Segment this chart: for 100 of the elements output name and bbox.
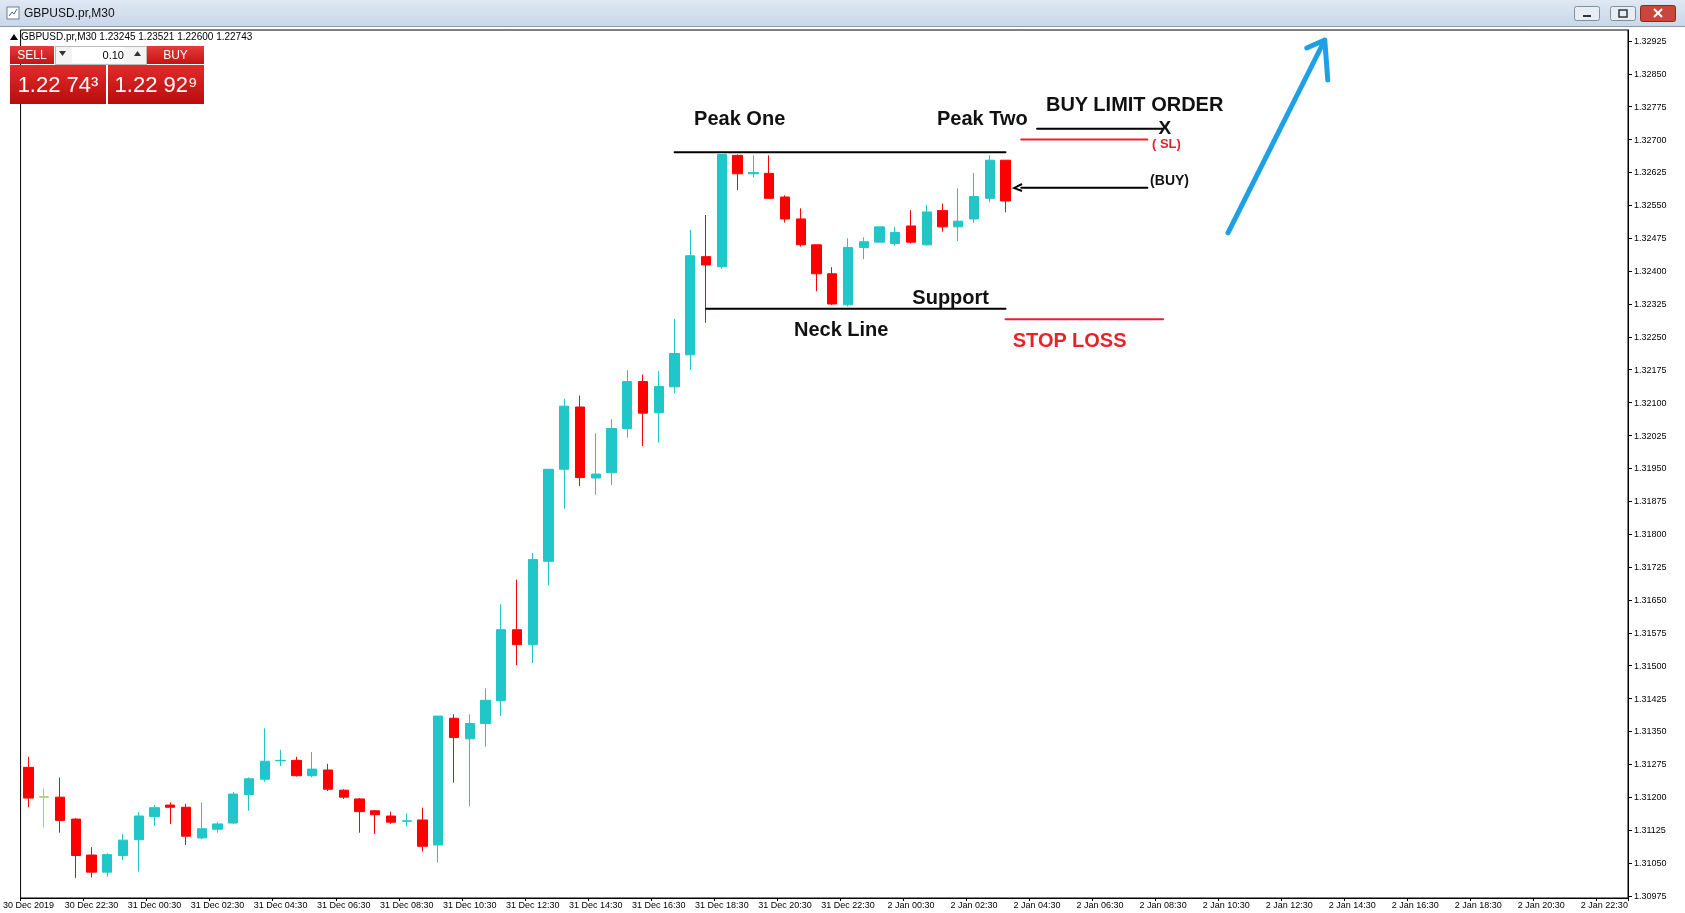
y-tick-label: 1.31275 bbox=[1634, 759, 1667, 770]
candlestick bbox=[244, 776, 254, 812]
candlestick bbox=[417, 807, 428, 853]
annotation: 0.10 bbox=[72, 47, 124, 63]
candlestick bbox=[732, 154, 743, 191]
candlestick bbox=[354, 797, 365, 834]
y-tick-label: 1.31875 bbox=[1634, 496, 1667, 507]
candlestick bbox=[449, 713, 459, 784]
candlestick bbox=[86, 846, 97, 878]
candlestick bbox=[811, 244, 822, 292]
y-tick-label: 1.32175 bbox=[1634, 364, 1667, 375]
x-tick-label: 31 Dec 22:30 bbox=[821, 899, 875, 910]
candlestick bbox=[339, 788, 349, 800]
candlestick bbox=[669, 318, 680, 394]
candlestick bbox=[985, 154, 995, 203]
x-tick-label: 30 Dec 2019 bbox=[2, 899, 54, 910]
candlestick bbox=[827, 266, 837, 306]
x-tick-label: 2 Jan 22:30 bbox=[1580, 899, 1628, 910]
y-tick-label: 1.32850 bbox=[1634, 68, 1667, 79]
y-tick-label: 1.31950 bbox=[1634, 463, 1667, 474]
candlestick bbox=[575, 395, 585, 487]
x-tick-label: 31 Dec 20:30 bbox=[758, 899, 812, 910]
candlestick bbox=[228, 791, 238, 825]
candlestick bbox=[433, 715, 443, 863]
y-tick-label: 1.32925 bbox=[1634, 35, 1667, 46]
candlestick bbox=[528, 552, 538, 664]
y-tick-label: 1.31500 bbox=[1634, 660, 1667, 671]
candlestick bbox=[654, 370, 664, 444]
x-tick-label: 31 Dec 00:30 bbox=[127, 899, 182, 910]
x-tick-label: 31 Dec 12:30 bbox=[505, 899, 560, 910]
x-tick-label: 2 Jan 06:30 bbox=[1076, 899, 1124, 910]
x-tick-label: 2 Jan 04:30 bbox=[1013, 899, 1061, 910]
y-tick-label: 1.30975 bbox=[1634, 890, 1667, 901]
x-tick-label: 2 Jan 08:30 bbox=[1139, 899, 1187, 910]
candlestick bbox=[102, 852, 112, 878]
x-tick-label: 31 Dec 14:30 bbox=[569, 899, 623, 910]
candlestick bbox=[622, 369, 632, 439]
annotation: 1.22 92⁹ bbox=[108, 65, 204, 104]
annotation: Peak One bbox=[694, 106, 786, 130]
candlestick bbox=[969, 172, 979, 224]
candlestick bbox=[71, 817, 81, 879]
candlestick bbox=[922, 204, 932, 247]
candlestick bbox=[953, 187, 963, 242]
annotation: STOP LOSS bbox=[1012, 328, 1127, 352]
candlestick bbox=[465, 713, 475, 807]
candlestick bbox=[543, 468, 554, 586]
y-tick-label: 1.31650 bbox=[1634, 594, 1667, 605]
annotation: Support bbox=[912, 285, 989, 309]
x-tick-label: 31 Dec 06:30 bbox=[316, 899, 371, 910]
candlestick bbox=[181, 803, 191, 846]
candlestick bbox=[843, 237, 853, 308]
candlestick bbox=[874, 226, 885, 243]
annotation: 1.22 74³ bbox=[10, 65, 106, 104]
candlestick bbox=[512, 579, 522, 666]
candlestick bbox=[717, 154, 727, 270]
candlestick bbox=[260, 727, 270, 783]
candlestick bbox=[323, 763, 333, 792]
candlestick bbox=[118, 833, 128, 861]
y-tick-label: 1.32625 bbox=[1634, 167, 1667, 178]
candlestick bbox=[685, 229, 695, 371]
candlestick bbox=[402, 812, 412, 828]
x-tick-label: 2 Jan 20:30 bbox=[1517, 899, 1565, 910]
x-tick-label: 2 Jan 12:30 bbox=[1265, 899, 1313, 910]
y-tick-label: 1.31050 bbox=[1634, 857, 1667, 868]
candlestick bbox=[638, 374, 648, 447]
candlestick bbox=[701, 214, 711, 324]
x-tick-label: 31 Dec 02:30 bbox=[190, 899, 245, 910]
y-tick-label: 1.32325 bbox=[1634, 298, 1667, 309]
annotation: BUY LIMIT ORDER bbox=[1045, 92, 1224, 116]
candlestick bbox=[370, 809, 380, 835]
x-tick-label: 31 Dec 18:30 bbox=[695, 899, 749, 910]
y-tick-label: 1.32700 bbox=[1634, 134, 1667, 145]
candlestick bbox=[23, 756, 34, 808]
x-tick-label: 2 Jan 18:30 bbox=[1454, 899, 1502, 910]
y-tick-label: 1.31725 bbox=[1634, 562, 1667, 573]
candlestick bbox=[937, 203, 948, 233]
candlestick bbox=[307, 751, 317, 778]
annotation: (BUY) bbox=[1150, 172, 1190, 189]
candlestick bbox=[55, 776, 65, 834]
candlestick bbox=[606, 418, 617, 486]
candlestick bbox=[890, 226, 900, 247]
annotation: Neck Line bbox=[793, 317, 889, 341]
candlestick bbox=[796, 207, 806, 248]
y-tick-label: 1.32025 bbox=[1634, 430, 1667, 441]
x-tick-label: 30 Dec 22:30 bbox=[64, 899, 119, 910]
x-tick-label: 2 Jan 14:30 bbox=[1328, 899, 1376, 910]
candlestick bbox=[197, 801, 207, 840]
y-tick-label: 1.32250 bbox=[1634, 331, 1667, 342]
y-tick-label: 1.32100 bbox=[1634, 397, 1667, 408]
candlestick bbox=[480, 687, 491, 748]
y-tick-label: 1.31350 bbox=[1634, 726, 1667, 737]
candlestick bbox=[134, 811, 144, 873]
x-tick-label: 2 Jan 10:30 bbox=[1202, 899, 1250, 910]
candlestick bbox=[859, 236, 869, 260]
y-tick-label: 1.31425 bbox=[1634, 693, 1667, 704]
x-tick-label: 2 Jan 16:30 bbox=[1391, 899, 1439, 910]
x-tick-label: 31 Dec 08:30 bbox=[379, 899, 434, 910]
candlestick bbox=[165, 801, 175, 825]
candlestick bbox=[906, 209, 916, 244]
candlestick bbox=[275, 749, 286, 767]
